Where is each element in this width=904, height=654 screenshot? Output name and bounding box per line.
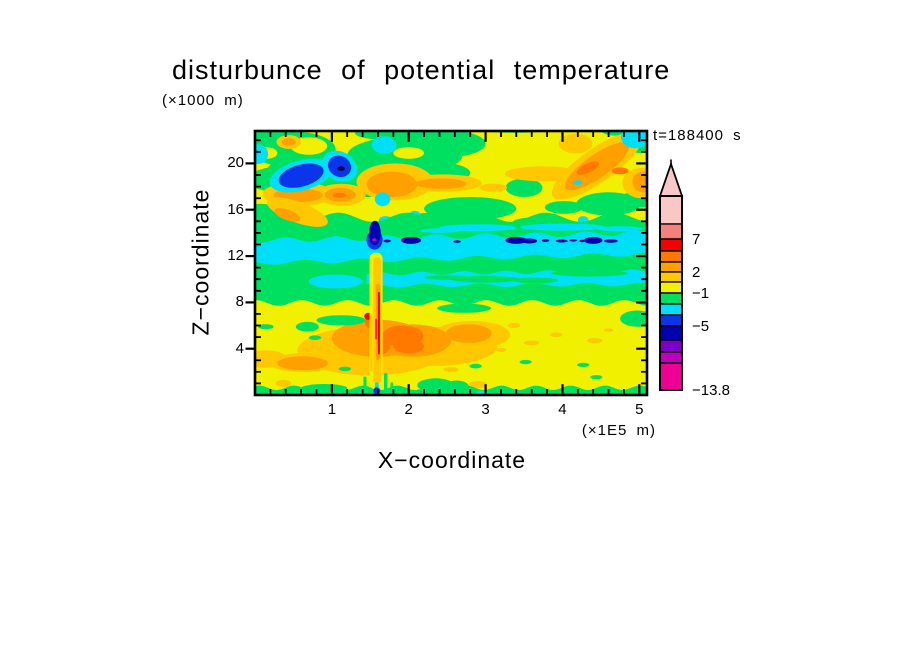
colorbar-label: −1 — [692, 285, 709, 302]
y-tick-label: 12 — [227, 247, 244, 265]
colorbar-segment — [659, 314, 683, 327]
colorbar-segment — [659, 281, 683, 294]
colorbar-segment — [659, 325, 683, 341]
colorbar-segment — [659, 271, 683, 283]
colorbar-label: −13.8 — [692, 382, 730, 399]
colorbar-label: −5 — [692, 318, 709, 335]
colorbar-segment — [659, 362, 683, 391]
contour-field — [255, 131, 647, 395]
x-axis-unit-label: (×1E5 m) — [581, 422, 656, 439]
colorbar-arrow — [658, 161, 684, 197]
colorbar-segment — [659, 303, 683, 316]
colorbar-label: 2 — [692, 264, 700, 281]
y-tick-label: 16 — [227, 200, 244, 218]
x-tick-label: 5 — [635, 401, 644, 418]
chart-title: disturbunce of potential temperature — [172, 55, 671, 85]
colorbar-segment — [659, 351, 683, 364]
y-axis-unit-label: (×1000 m) — [162, 92, 244, 109]
colorbar-segment — [659, 292, 683, 305]
colorbar-segment — [659, 339, 683, 353]
time-annotation: t=188400 s — [653, 127, 742, 144]
colorbar-label: 7 — [692, 231, 700, 248]
x-tick-label: 4 — [558, 401, 567, 418]
colorbar-segment — [659, 238, 683, 252]
colorbar-segment — [659, 223, 683, 240]
y-tick-label: 20 — [227, 154, 244, 172]
x-tick-label: 3 — [481, 401, 490, 418]
colorbar-segment — [659, 195, 683, 225]
contour-plot — [245, 129, 649, 397]
axes-frame — [245, 129, 649, 397]
colorbar-segment — [659, 250, 683, 263]
x-tick-label: 1 — [327, 401, 337, 418]
colorbar-bar — [658, 159, 684, 391]
colorbar: 7 2 −1 −5 −13.8 — [658, 159, 730, 399]
colorbar-segment — [659, 261, 683, 273]
y-tick-label: 4 — [235, 339, 244, 357]
x-axis-title: X−coordinate — [377, 447, 527, 473]
y-tick-label: 8 — [235, 293, 244, 311]
x-tick-label: 2 — [404, 401, 413, 418]
